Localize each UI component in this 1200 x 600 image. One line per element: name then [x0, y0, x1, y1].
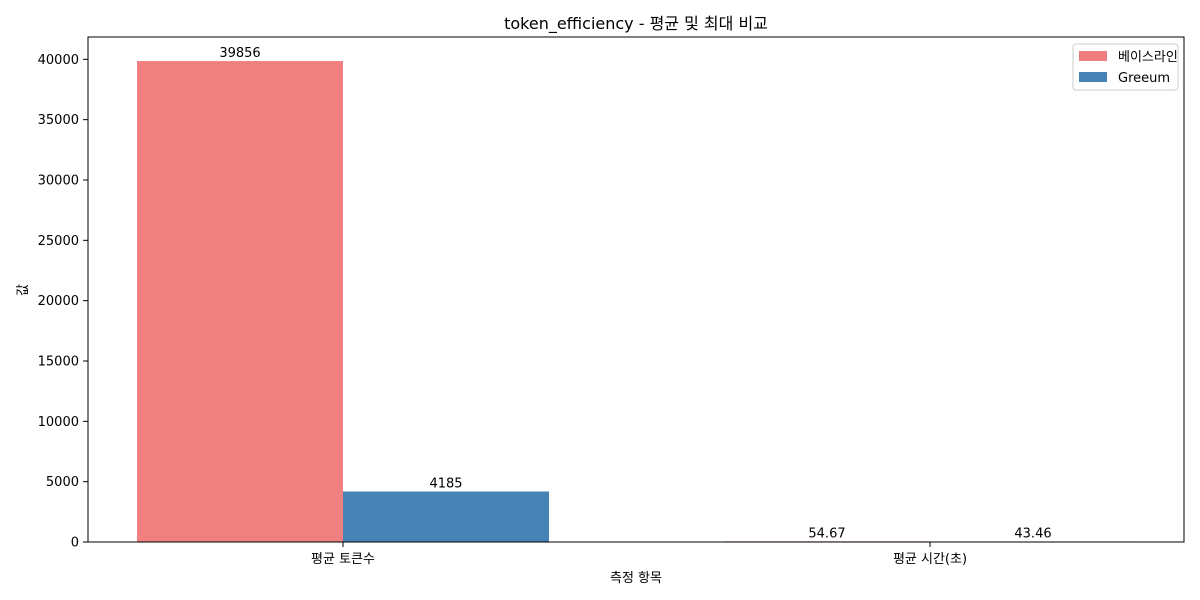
- y-tick-label: 5000: [46, 475, 79, 490]
- bar-value-label: 4185: [429, 476, 462, 491]
- x-axis-ticks: 평균 토큰수 평균 시간(초): [311, 542, 967, 567]
- x-tick-label: 평균 토큰수: [311, 552, 375, 567]
- legend-label-greeum: Greeum: [1118, 71, 1170, 86]
- bars: [137, 61, 1136, 542]
- y-tick-label: 0: [71, 536, 79, 551]
- bar-value-label: 54.67: [808, 526, 845, 541]
- y-tick-label: 15000: [38, 354, 79, 369]
- y-tick-label: 10000: [38, 415, 79, 430]
- y-tick-label: 25000: [38, 234, 79, 249]
- legend: 베이스라인 Greeum: [1072, 43, 1179, 91]
- plot-area: 39856 4185 54.67 43.46 0 5000 10000 15000 20000…: [38, 36, 1185, 567]
- axes-frame: [87, 36, 1185, 543]
- chart-title: token_efficiency - 평균 및 최대 비교: [504, 14, 768, 34]
- bar-baseline-0: [137, 61, 343, 542]
- bar-value-labels: 39856 4185 54.67 43.46: [219, 46, 1051, 541]
- bar-value-label: 43.46: [1014, 526, 1051, 541]
- legend-swatch-greeum: [1079, 72, 1107, 82]
- x-axis-label: 측정 항목: [610, 571, 662, 586]
- y-tick-label: 35000: [38, 113, 79, 128]
- y-axis-label: 값: [16, 284, 31, 296]
- y-tick-label: 40000: [38, 53, 79, 68]
- bar-value-label: 39856: [219, 46, 260, 61]
- x-tick-label: 평균 시간(초): [893, 552, 967, 567]
- legend-swatch-baseline: [1079, 51, 1107, 61]
- y-axis-ticks: 0 5000 10000 15000 20000 25000 30000 35000 40000: [38, 53, 88, 551]
- legend-label-baseline: 베이스라인: [1118, 50, 1178, 65]
- bar-greeum-0: [343, 491, 549, 542]
- y-tick-label: 20000: [38, 294, 79, 309]
- y-tick-label: 30000: [38, 173, 79, 188]
